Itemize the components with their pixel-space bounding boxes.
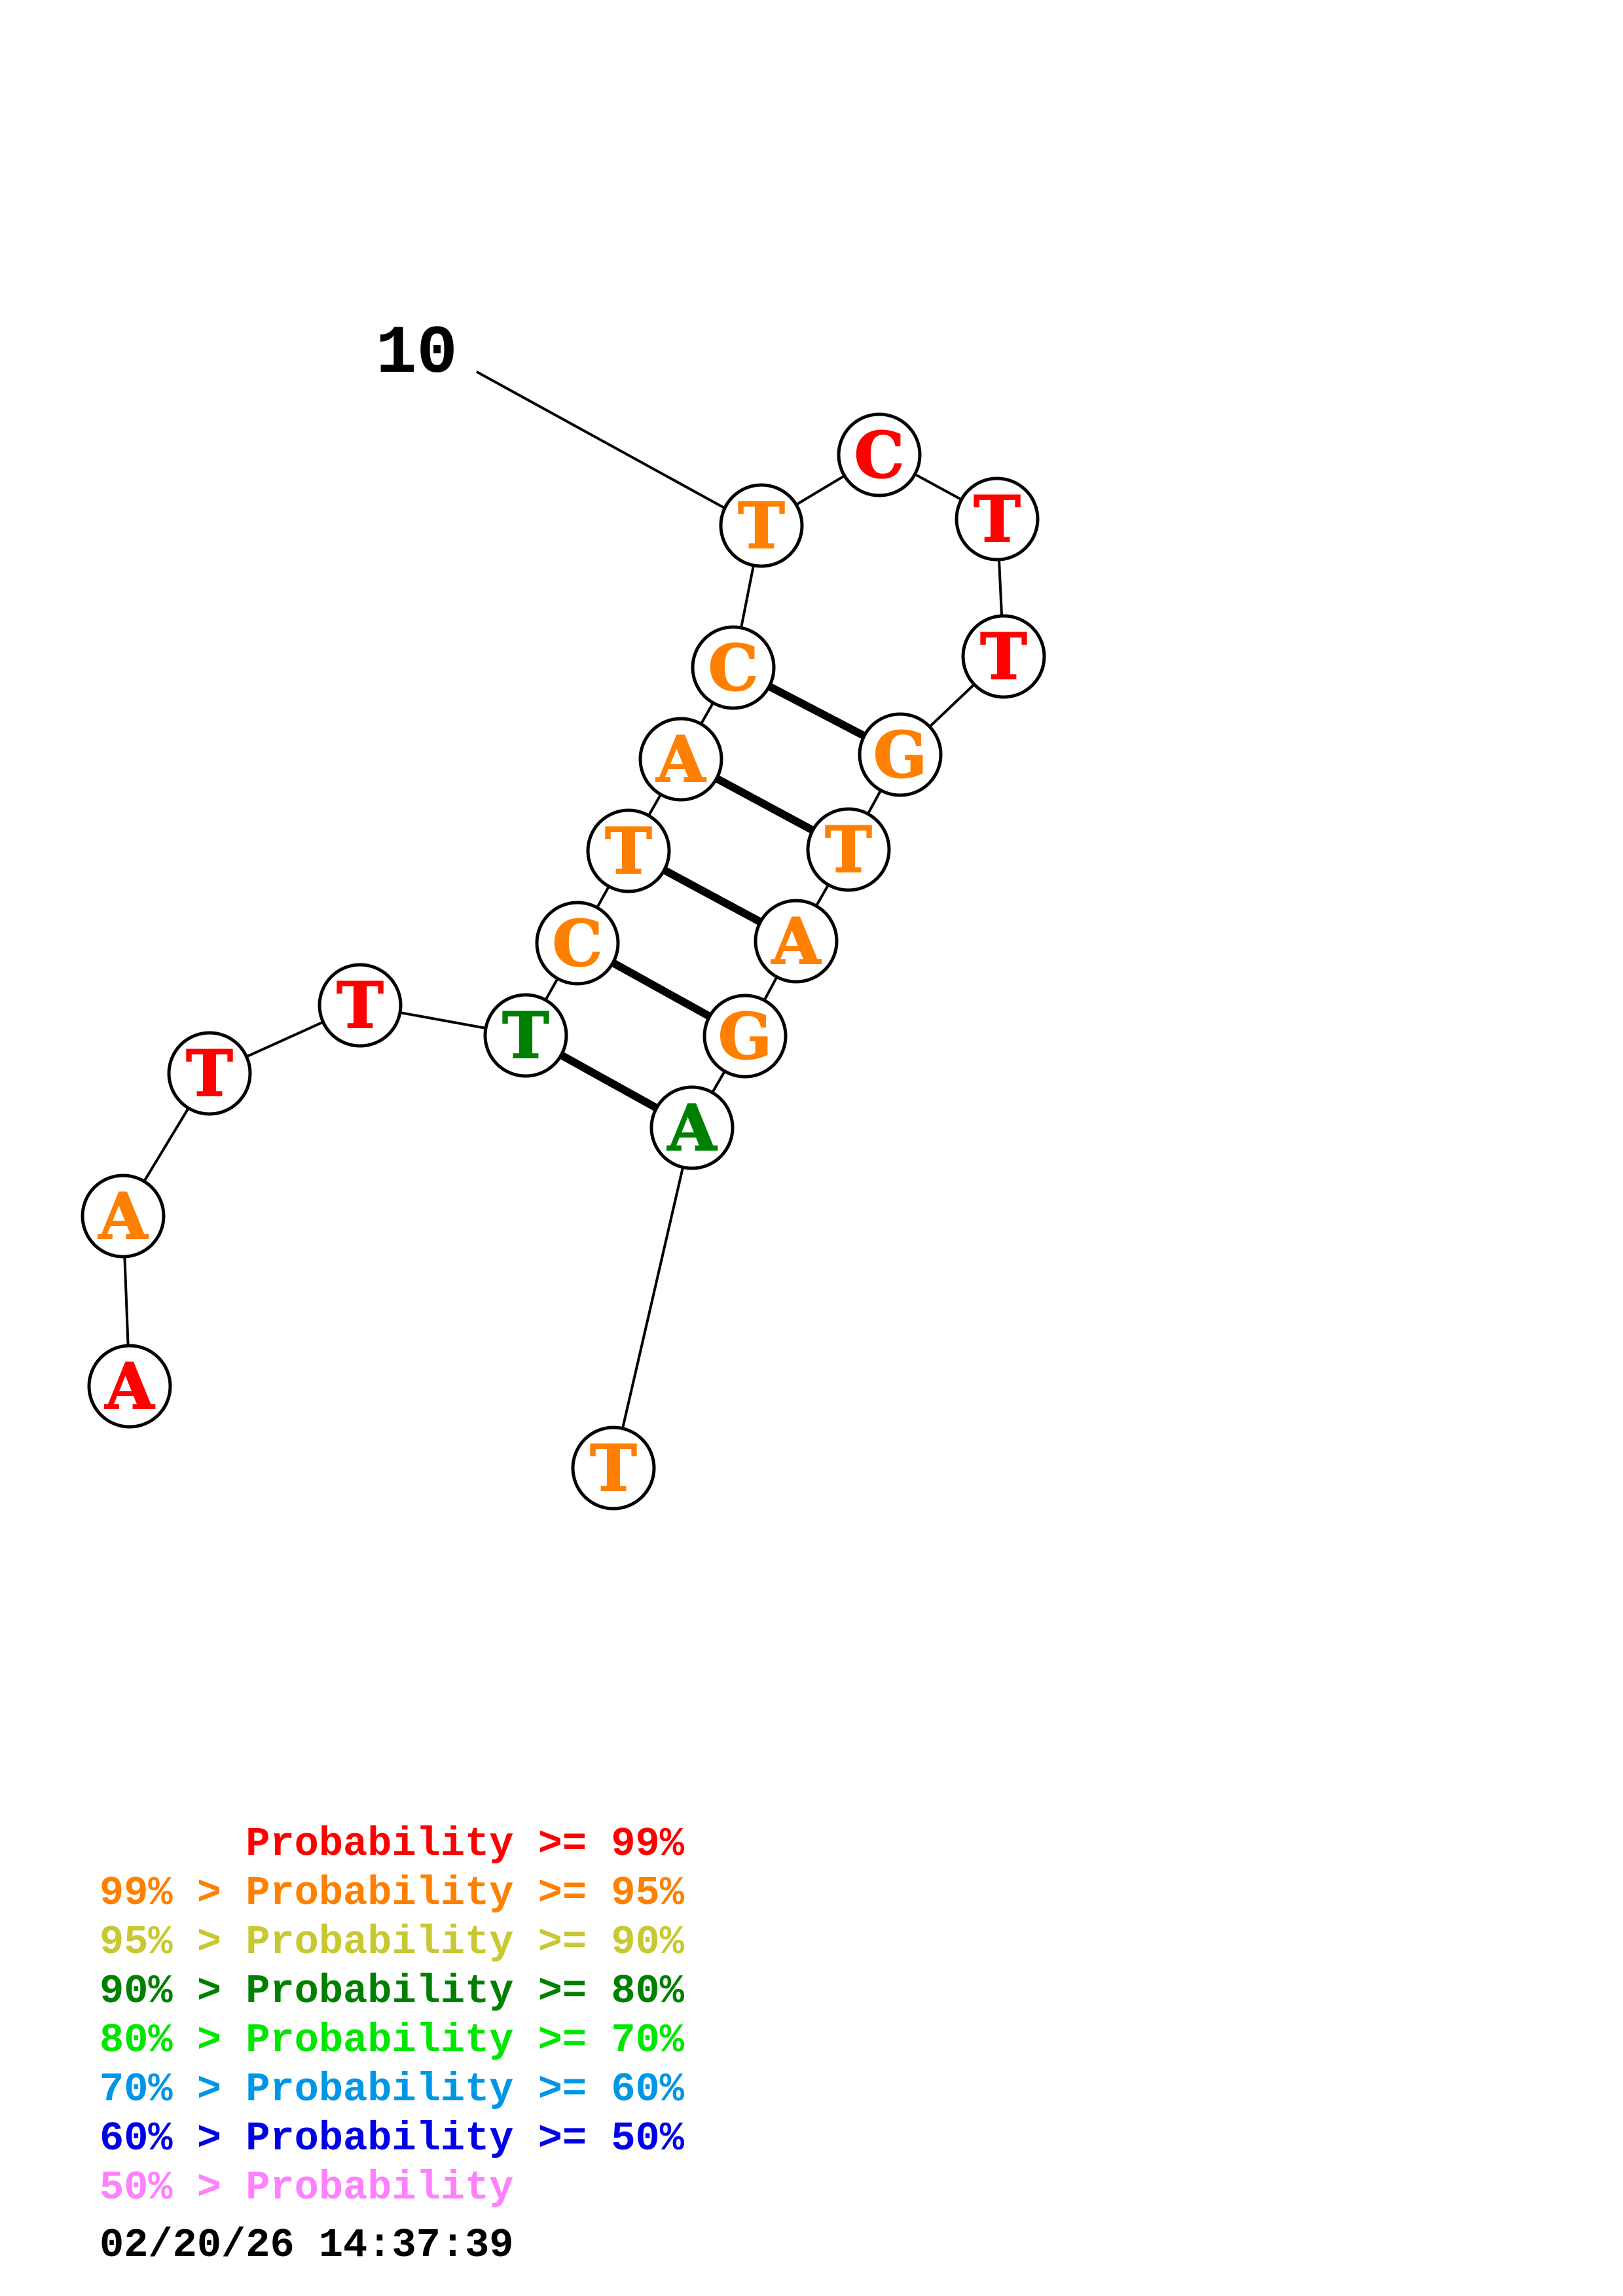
nucleotide: C xyxy=(837,412,922,497)
nucleotide-circle xyxy=(318,963,403,1048)
position-marker-label: 10 xyxy=(376,315,458,393)
nucleotide-letter: T xyxy=(502,999,549,1073)
timestamp: 02/20/26 14:37:39 xyxy=(100,2222,514,2269)
nucleotide-circle xyxy=(806,807,891,892)
nucleotide-circle xyxy=(571,1426,656,1511)
nucleotide-letter: G xyxy=(718,999,772,1073)
nucleotide-letter: A xyxy=(105,1350,155,1424)
nucleotide-circle xyxy=(961,614,1046,699)
nucleotide: T xyxy=(955,476,1040,562)
nucleotide-letter: T xyxy=(186,1037,232,1111)
nucleotide: T xyxy=(806,807,891,892)
nucleotide-letter: A xyxy=(98,1179,149,1253)
nucleotide: T xyxy=(318,963,403,1048)
nucleotide-letter: T xyxy=(605,814,651,888)
nucleotide: C xyxy=(691,625,776,710)
nucleotide-letter: T xyxy=(825,813,871,887)
nucleotide-letter: T xyxy=(738,489,784,563)
legend-entry: Probability >= 99% xyxy=(100,1821,684,1867)
nucleotide-letter: C xyxy=(708,631,758,705)
probability-legend: Probability >= 99% 99% > Probability >= 9… xyxy=(100,1820,684,2212)
nucleotide: T xyxy=(571,1426,656,1511)
legend-entry: 95% > Probability >= 90% xyxy=(100,1919,684,1965)
nucleotide-circle xyxy=(754,899,839,984)
nucleotide-circle xyxy=(649,1085,735,1170)
position-marker-layer: 10 xyxy=(376,315,727,511)
nucleotide-letter: T xyxy=(337,969,383,1043)
nucleotide-circle xyxy=(87,1344,172,1429)
legend-entry: 99% > Probability >= 95% xyxy=(100,1870,684,1916)
nucleotide-circle xyxy=(586,808,671,893)
nucleotide: C xyxy=(535,901,620,986)
nucleotide-letter: A xyxy=(667,1091,718,1165)
nucleotide-circle xyxy=(955,476,1040,562)
legend-entry: 60% > Probability >= 50% xyxy=(100,2115,684,2162)
nucleotide-letter: A xyxy=(771,905,822,978)
nucleotide: T xyxy=(167,1031,252,1116)
nucleotide-circle xyxy=(702,994,788,1079)
nucleotide-circle xyxy=(719,483,804,568)
nucleotide-circle xyxy=(167,1031,252,1116)
nucleotide: A xyxy=(87,1344,172,1429)
nucleotide: A xyxy=(649,1085,735,1170)
nucleotide: A xyxy=(754,899,839,984)
legend-entry: 90% > Probability >= 80% xyxy=(100,1968,684,2015)
nucleotide-circle xyxy=(858,712,943,797)
nucleotide: T xyxy=(483,993,568,1078)
nucleotide-letter: C xyxy=(854,418,904,492)
nucleotide-circle xyxy=(691,625,776,710)
nucleotide-letter: T xyxy=(980,620,1027,694)
nucleotide-circle xyxy=(483,993,568,1078)
nucleotide-circle xyxy=(837,412,922,497)
nucleotide: G xyxy=(858,712,943,797)
nucleotide-letter: T xyxy=(974,482,1020,556)
legend-entry: 50% > Probability xyxy=(100,2164,514,2211)
nucleotide-letter: T xyxy=(590,1431,636,1505)
nucleotide: T xyxy=(961,614,1046,699)
position-marker-line xyxy=(476,370,727,511)
nucleotide-letter: A xyxy=(656,723,706,797)
nucleotide-letter: G xyxy=(873,718,927,792)
nucleotide-letter: C xyxy=(553,906,602,980)
nucleotide-circle xyxy=(638,717,723,802)
nucleotide: T xyxy=(586,808,671,893)
nucleotide: A xyxy=(81,1174,166,1259)
nucleotide: T xyxy=(719,483,804,568)
nucleotide-circle xyxy=(535,901,620,986)
legend-entry: 70% > Probability >= 60% xyxy=(100,2066,684,2113)
backbone-link xyxy=(612,1127,693,1469)
legend-entry: 80% > Probability >= 70% xyxy=(100,2017,684,2064)
nucleotide: G xyxy=(702,994,788,1079)
nucleotide: A xyxy=(638,717,723,802)
nucleotide-circle xyxy=(81,1174,166,1259)
